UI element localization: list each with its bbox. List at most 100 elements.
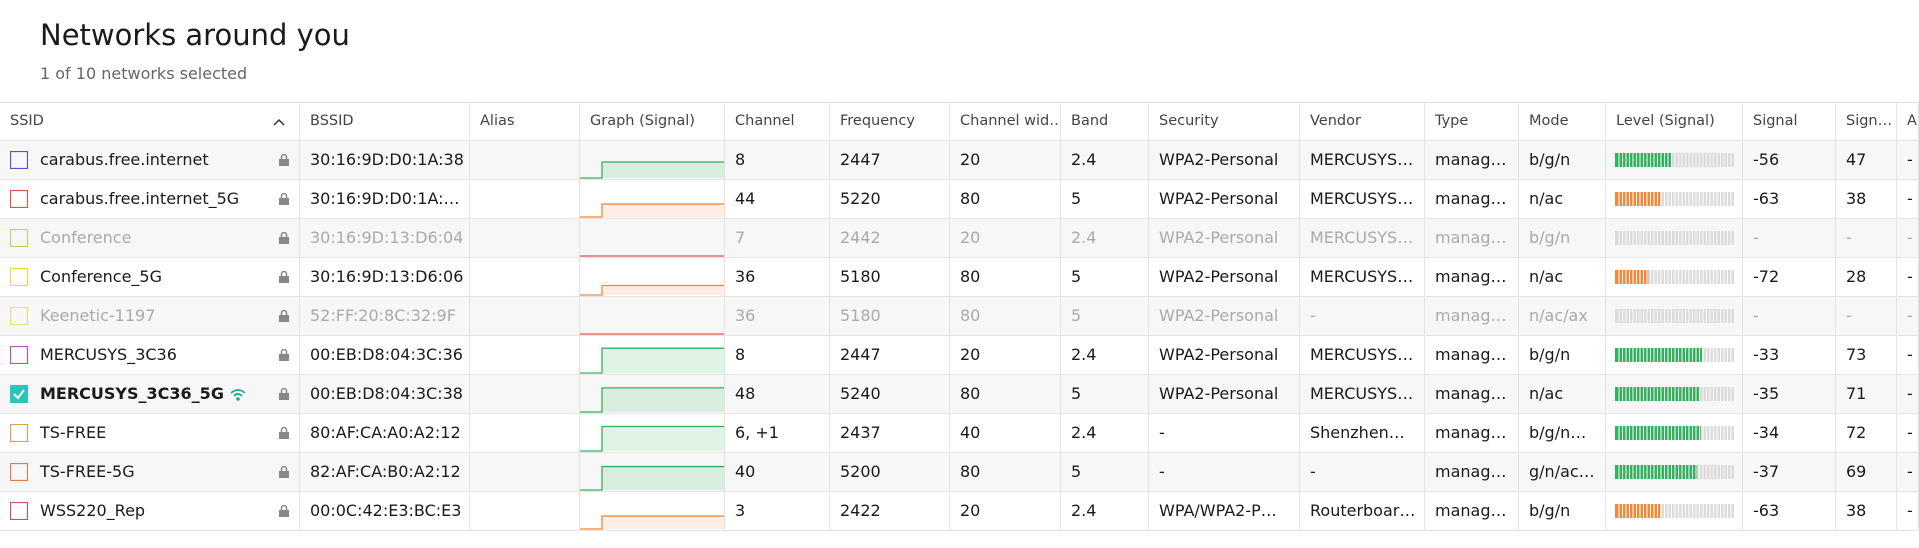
segment-gap	[1730, 426, 1732, 440]
network-row[interactable]: Conference 30:16:9D:13:D6:04 7 2442 20 2.4 WPA…	[0, 219, 1919, 258]
column-header[interactable]: Type	[1425, 103, 1519, 141]
checkbox[interactable]	[10, 385, 28, 403]
segment-gap	[1685, 426, 1686, 440]
checkbox[interactable]	[10, 307, 28, 325]
segment-gap	[1636, 192, 1637, 206]
segment-gap	[1664, 270, 1665, 284]
column-header[interactable]: Signal	[1743, 103, 1836, 141]
network-row[interactable]: MERCUSYS_3C36 00:EB:D8:04:3C:36 8 2447 20 2.4…	[0, 336, 1919, 375]
checkbox[interactable]	[10, 346, 28, 364]
lock-icon	[279, 271, 289, 283]
network-row[interactable]: Conference_5G 30:16:9D:13:D6:06 36 5180 80 5 W…	[0, 258, 1919, 297]
column-header[interactable]: Mode	[1519, 103, 1606, 141]
network-row[interactable]: WSS220_Rep 00:0C:42:E3:BC:E3 3 2422 20 2.4 WPA…	[0, 492, 1919, 531]
cell: 2.4	[1061, 336, 1149, 374]
checkbox[interactable]	[10, 268, 28, 286]
segment-gap	[1699, 426, 1700, 440]
lock-shackle	[280, 427, 288, 432]
segment-gap	[1702, 348, 1704, 362]
signal-graph	[580, 333, 724, 335]
segment-gap	[1646, 426, 1648, 440]
level-bar	[1615, 348, 1734, 362]
segment-gap	[1713, 309, 1714, 323]
cell	[1606, 336, 1743, 374]
segment-gap	[1667, 348, 1669, 362]
cell: -	[1149, 453, 1300, 491]
cell: WPA/WPA2-P…	[1149, 492, 1300, 530]
segment-gap	[1622, 465, 1623, 479]
cell	[1606, 375, 1743, 413]
segment-gap	[1681, 270, 1683, 284]
segment-gap	[1727, 504, 1728, 518]
lock-icon	[279, 466, 289, 478]
segment-gap	[1706, 348, 1707, 362]
cell	[1606, 258, 1743, 296]
checkbox[interactable]	[10, 229, 28, 247]
level-bar	[1615, 192, 1734, 206]
column-header[interactable]: Alias	[470, 103, 580, 141]
column-header[interactable]: Graph (Signal)	[580, 103, 725, 141]
column-header[interactable]: Level (Signal)	[1606, 103, 1743, 141]
column-header[interactable]: Channel	[725, 103, 830, 141]
segment-gap	[1632, 270, 1634, 284]
network-row[interactable]: carabus.free.internet 30:16:9D:D0:1A:38 8 2…	[0, 141, 1919, 180]
segment-gap	[1730, 504, 1732, 518]
column-header[interactable]: BSSID	[300, 103, 470, 141]
column-header[interactable]: Channel wid…	[950, 103, 1061, 141]
cell: 82:AF:CA:B0:A2:12	[300, 453, 470, 491]
checkbox-box	[10, 229, 28, 247]
cell: 40	[725, 453, 830, 491]
segment-gap	[1713, 387, 1714, 401]
network-row[interactable]: TS-FREE-5G 82:AF:CA:B0:A2:12 40 5200 80 5- - ma…	[0, 453, 1919, 492]
segment-gap	[1639, 504, 1641, 518]
graph-area	[602, 387, 724, 412]
checkbox[interactable]	[10, 190, 28, 208]
segment-gap	[1685, 348, 1686, 362]
checkbox[interactable]	[10, 502, 28, 520]
ssid: TS-FREE	[40, 423, 107, 442]
ssid: Conference_5G	[40, 267, 163, 286]
lock-body	[279, 198, 289, 205]
column-header[interactable]: A	[1897, 103, 1919, 141]
lock-body	[279, 237, 289, 244]
network-row[interactable]: MERCUSYS_3C36_5G 00:EB:D8:04:3C:38 48 5240 8…	[0, 375, 1919, 414]
segment-gap	[1618, 231, 1620, 245]
checkbox[interactable]	[10, 463, 28, 481]
network-row[interactable]: carabus.free.internet_5G 30:16:9D:D0:1A:……	[0, 180, 1919, 219]
column-header[interactable]: SSID	[0, 103, 300, 141]
segment-gap	[1636, 309, 1637, 323]
network-row[interactable]: Keenetic-1197 52:FF:20:8C:32:9F 36 5180 80 5 W…	[0, 297, 1919, 336]
segment-gap	[1730, 231, 1732, 245]
segment-gap	[1688, 192, 1690, 206]
segment-gap	[1650, 387, 1651, 401]
column-header[interactable]: Vendor	[1300, 103, 1425, 141]
segment-gap	[1723, 426, 1725, 440]
column-header[interactable]: Sign…	[1836, 103, 1897, 141]
segment-gap	[1685, 309, 1686, 323]
checkbox[interactable]	[10, 151, 28, 169]
cell: -35	[1743, 375, 1836, 413]
segment-gap	[1646, 309, 1648, 323]
checkbox[interactable]	[10, 424, 28, 442]
segment-gap	[1709, 231, 1711, 245]
column-header[interactable]: Frequency	[830, 103, 950, 141]
column-header[interactable]: Band	[1061, 103, 1149, 141]
column-header[interactable]: Security	[1149, 103, 1300, 141]
segment-gap	[1702, 270, 1704, 284]
segment-gap	[1618, 348, 1620, 362]
segment-gap	[1646, 192, 1648, 206]
subtitle: 1 of 10 networks selected	[40, 64, 248, 83]
segment-gap	[1639, 465, 1641, 479]
segment-gap	[1674, 153, 1676, 167]
lock-body	[279, 354, 289, 361]
segment-gap	[1664, 231, 1665, 245]
cell: manag…	[1425, 453, 1519, 491]
network-row[interactable]: TS-FREE 80:AF:CA:A0:A2:12 6, +1 2437 40 2.4- S…	[0, 414, 1919, 453]
cell	[470, 297, 580, 335]
segment-gap	[1639, 426, 1641, 440]
signal-graph	[580, 161, 724, 179]
cell: b/g/n	[1519, 219, 1606, 257]
networks-table: SSID BSSID Alias Graph (Signal) Channel Frequ…	[0, 102, 1919, 548]
lock-shackle	[280, 349, 288, 354]
segment-gap	[1678, 270, 1679, 284]
